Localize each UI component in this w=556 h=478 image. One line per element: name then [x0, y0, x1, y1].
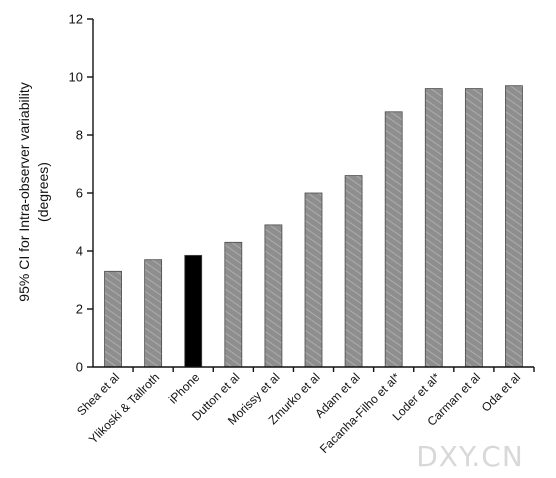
y-tick-label: 10	[69, 70, 83, 85]
bar-oda-et-al	[505, 85, 523, 368]
axes	[92, 19, 534, 368]
bar-carman-et-al	[464, 88, 483, 368]
bar-zmurko-et-al	[304, 192, 323, 368]
y-axis-label-line-1: 95% CI for Intra-observer variability	[16, 82, 32, 301]
y-axis-label-line-2: (degrees)	[35, 162, 51, 222]
bar-facanha-filho-et-al	[384, 111, 403, 368]
bar-iphone	[184, 254, 203, 368]
y-tick-label: 8	[76, 128, 83, 143]
y-tick-label: 0	[76, 360, 83, 375]
y-axis-label: 95% CI for Intra-observer variability (d…	[16, 82, 51, 301]
y-tick-label: 12	[69, 12, 83, 27]
bar-shea-et-al	[104, 270, 122, 368]
bar-ylikoski-tallroth	[144, 259, 163, 368]
bar-adam-et-al	[344, 175, 363, 368]
bar-loder-et-al	[424, 88, 443, 368]
watermark: DXY.CN	[416, 440, 524, 473]
y-axis-ticks: 0 2 4 6 8 10 12	[69, 12, 93, 375]
y-tick-label: 6	[76, 186, 83, 201]
bar-dutton-et-al	[224, 241, 243, 368]
x-category-label: Ylikoski & Tallroth	[86, 370, 162, 446]
bar-morissy-et-al	[264, 224, 283, 368]
bars	[104, 85, 523, 368]
y-tick-label: 2	[76, 302, 83, 317]
x-category-label: Oda et al	[479, 370, 523, 414]
y-tick-label: 4	[76, 244, 83, 259]
x-category-label: iPhone	[166, 370, 203, 407]
